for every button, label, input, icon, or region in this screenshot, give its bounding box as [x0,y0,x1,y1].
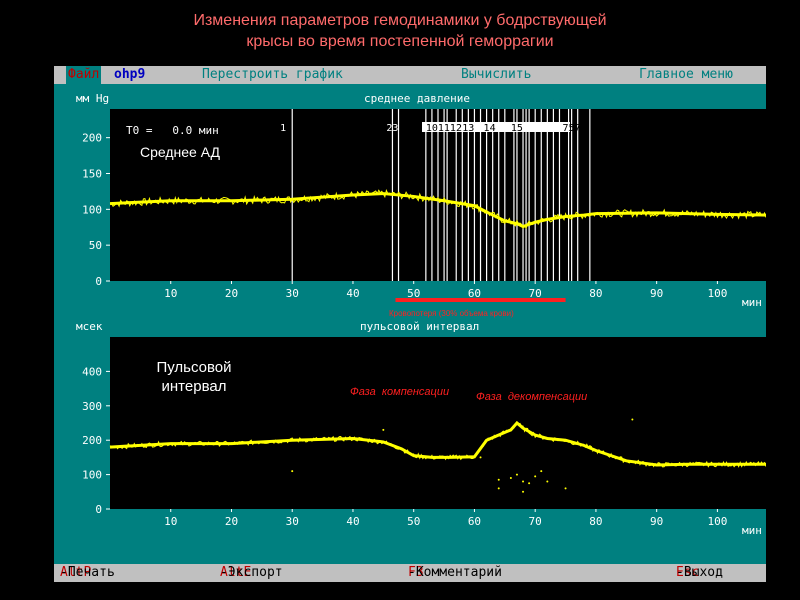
y-tick-label: 150 [82,168,102,181]
chart-pulse-interval: мсек пульсовой интервал Пульсовой интерв… [76,320,766,537]
scatter-dot [382,428,385,431]
marker-label: 7576 [563,123,587,134]
x-tick-label: 80 [589,287,602,300]
x-tick-label: 40 [346,515,359,528]
chart-mean-pressure: мм Hg среднее давление T0 = 0.0 мин Сред… [76,92,766,318]
export-key: AltE [220,565,252,580]
marker-label: 101112 [426,123,462,134]
scatter-dot [564,487,567,490]
scatter-dot [546,480,549,483]
scatter-dot [479,456,482,459]
blood-loss-label: Кровопотеря (30% объема крови) [389,309,514,318]
chart1-marker-label-box [422,122,570,132]
y-tick-label: 200 [82,434,102,447]
marker-label: 13 [462,123,474,134]
status-bar: AltP -Печать AltE -Экспорт F3 -Комментарий … [54,564,766,582]
y-tick-label: 400 [82,365,102,378]
scatter-dot [522,480,525,483]
comment-label: -Комментарий [408,565,502,580]
comment-key: F3 [408,565,424,580]
y-tick-label: 100 [82,469,102,482]
chart1-ylabel: мм Hg [76,92,109,105]
x-tick-label: 50 [407,287,420,300]
slide-title-line-1: Изменения параметров гемодинамики у бодр… [193,12,607,29]
scatter-dot [540,470,543,473]
marker-label: 14 [484,123,496,134]
scatter-dot [291,470,294,473]
chart1-marker-lines [291,109,591,281]
app-window: Файл ohp9 Перестроить график Вычислить Г… [54,66,766,582]
menu-bar: Файл ohp9 Перестроить график Вычислить Г… [54,66,766,84]
charts-area: мм Hg среднее давление T0 = 0.0 мин Сред… [76,92,766,537]
phase-compensation-label: Фаза компенсации [350,386,449,398]
print-label: -Печать [60,565,115,580]
menu-calculate[interactable]: Вычислить [461,67,532,82]
y-tick-label: 200 [82,132,102,145]
y-tick-label: 0 [95,503,102,516]
x-tick-label: 60 [468,515,481,528]
x-tick-label: 10 [164,515,177,528]
chart1-y-ticks: 0 50 100 150 200 [82,132,110,288]
x-tick-label: 20 [225,515,238,528]
menu-filename: ohp9 [114,67,146,82]
chart2-y-ticks: 0 100 200 300 400 [82,365,110,516]
x-tick-label: 40 [346,287,359,300]
marker-label: 1 [280,123,286,134]
x-tick-label: 20 [225,287,238,300]
chart2-overlay-label-2: интервал [162,378,227,395]
chart2-x-ticks: 10 20 30 40 50 60 70 80 90 100 [164,509,727,528]
exit-key: Esc [676,565,700,580]
x-tick-label: 60 [468,287,481,300]
x-tick-label: 90 [650,287,663,300]
x-tick-label: 100 [707,287,727,300]
slide-title-line-2: крысы во время постепенной геморрагии [246,33,554,50]
menu-main-menu[interactable]: Главное меню [639,67,733,82]
slide-title: Изменения параметров гемодинамики у бодр… [0,10,800,52]
chart2-plot-area [110,337,766,509]
x-tick-label: 30 [286,515,299,528]
chart2-overlay-label-1: Пульсовой [156,359,231,376]
menu-file[interactable]: Файл [66,66,102,84]
chart1-overlay-label: Среднее АД [140,144,221,160]
export-label: -Экспорт [220,565,283,580]
y-tick-label: 0 [95,275,102,288]
scatter-dot [497,487,500,490]
x-tick-label: 30 [286,287,299,300]
x-tick-label: 100 [707,515,727,528]
print-key: AltP [60,565,92,580]
y-tick-label: 50 [89,239,102,252]
x-tick-label: 50 [407,515,420,528]
chart2-title: пульсовой интервал [360,320,479,333]
y-tick-label: 300 [82,400,102,413]
chart1-series-noise [109,188,766,230]
chart2-series-noise [109,422,766,468]
x-tick-label: 90 [650,515,663,528]
scatter-dot [631,418,634,421]
chart2-scatter-dots [291,418,634,493]
chart1-xlabel: мин [742,296,762,309]
blood-loss-bar [395,298,566,302]
y-tick-label: 100 [82,203,102,216]
scatter-dot [497,478,500,481]
chart2-ylabel: мсек [76,320,103,333]
x-tick-label: 70 [529,287,542,300]
chart1-title: среднее давление [364,92,470,105]
scatter-dot [509,477,512,480]
marker-label: 15 [511,123,523,134]
scatter-dot [534,475,537,478]
chart1-marker-labels: 1 23 101112 13 14 15 7576 [280,123,587,134]
chart1-time-readout: T0 = 0.0 мин [126,124,219,137]
phase-decompensation-label: Фаза декомпенсации [476,391,587,403]
menu-rebuild-chart[interactable]: Перестроить график [202,67,343,82]
scatter-dot [528,482,531,485]
x-tick-label: 70 [529,515,542,528]
chart2-xlabel: мин [742,524,762,537]
chart1-x-ticks: 10 20 30 40 50 60 70 80 90 100 [164,281,727,300]
marker-label: 23 [386,123,398,134]
scatter-dot [515,473,518,476]
x-tick-label: 10 [164,287,177,300]
x-tick-label: 80 [589,515,602,528]
exit-label: -Выход [676,565,723,580]
scatter-dot [522,490,525,493]
